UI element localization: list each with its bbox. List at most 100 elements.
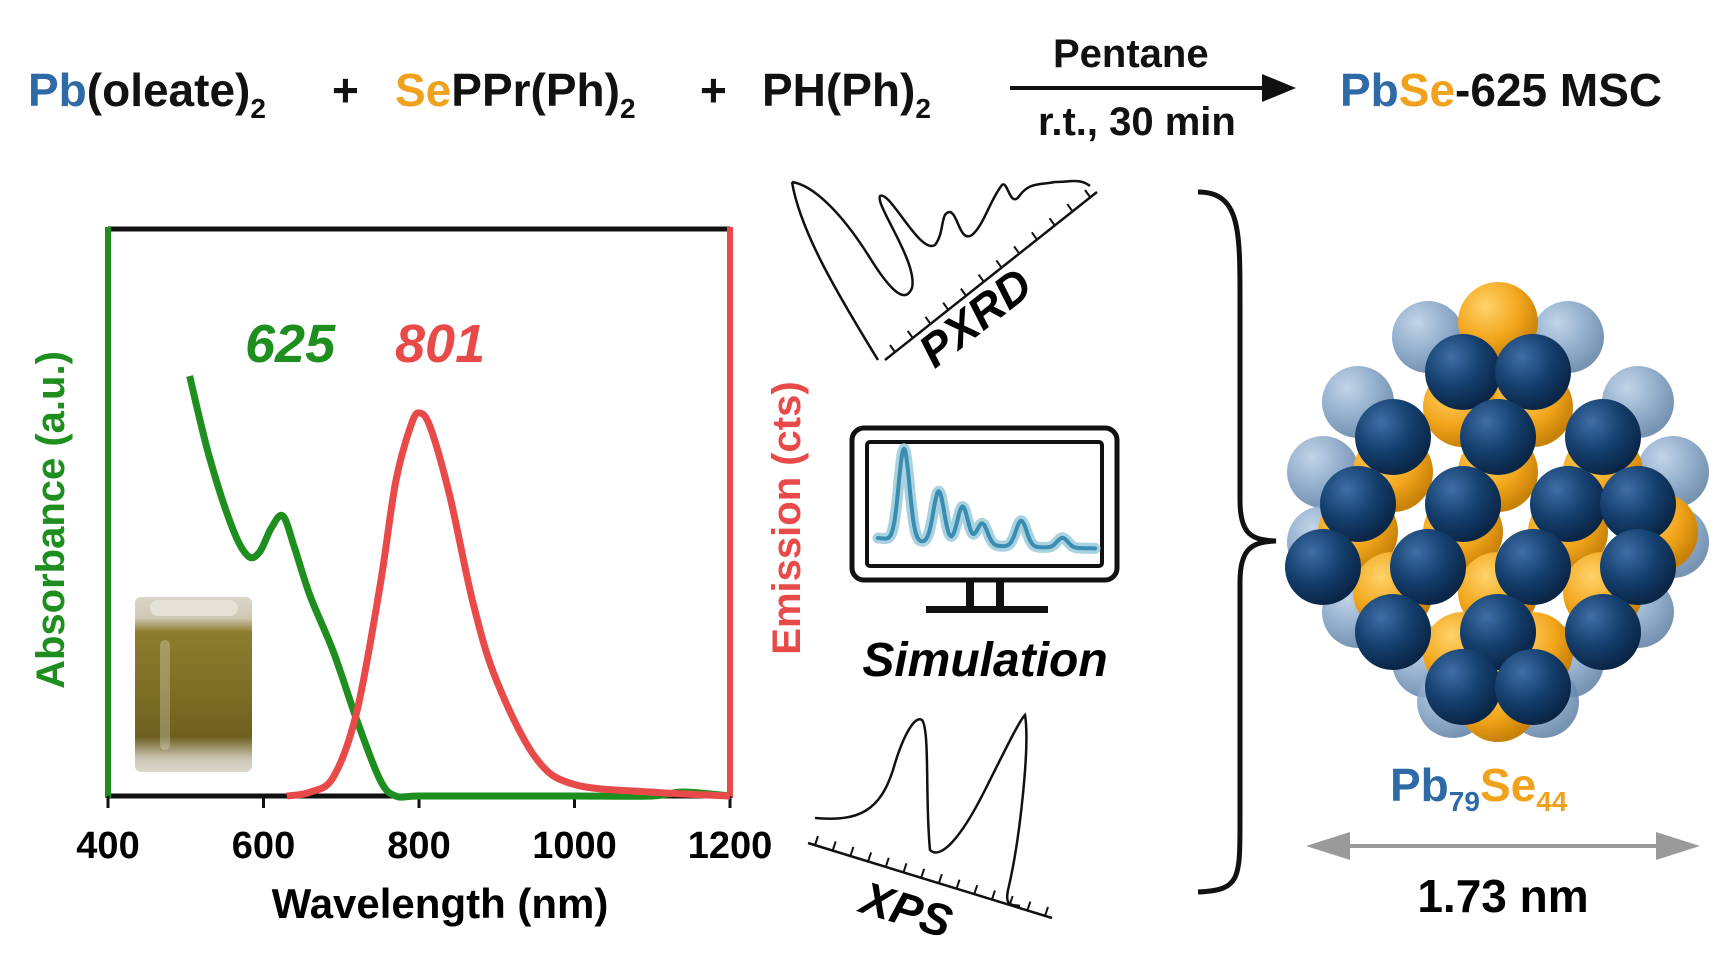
xps-tick — [884, 857, 890, 868]
vial-rim — [150, 600, 238, 616]
formula-pb-count: 79 — [1448, 786, 1480, 817]
monitor-stand — [926, 606, 1048, 613]
pb-atom-front — [1495, 334, 1571, 410]
cluster-size-label: 1.73 nm — [1417, 870, 1588, 922]
reactant-3-subscript: 2 — [915, 93, 931, 124]
xps-tick — [955, 879, 961, 890]
sample-vial-photo — [135, 597, 252, 772]
pb-atom-front — [1460, 399, 1536, 475]
formula-se: Se — [1479, 759, 1537, 811]
formula-pb: Pb — [1390, 759, 1449, 811]
x-tick-label: 800 — [387, 825, 450, 867]
product-element-pb: Pb — [1340, 64, 1399, 116]
pb-atom-front — [1600, 466, 1676, 542]
xps-tick — [920, 868, 926, 879]
reaction-arrow — [1010, 74, 1296, 102]
xps-tick — [814, 835, 819, 846]
right-y-axis-label: Emission (cts) — [765, 381, 809, 654]
x-tick-label: 1200 — [688, 825, 773, 867]
reactant-1-element: Pb — [28, 64, 87, 116]
xps-tick — [1044, 906, 1049, 917]
xps-tick — [937, 873, 943, 884]
xps-tick — [867, 852, 873, 862]
pxrd-axis-ticks — [889, 189, 1091, 353]
condition-solvent: Pentane — [1053, 32, 1209, 76]
xps-axis-ticks — [814, 835, 1049, 917]
x-axis-label: Wavelength (nm) — [272, 880, 609, 927]
pb-atom-front — [1355, 399, 1431, 475]
pxrd-tick — [924, 316, 932, 325]
reactant-3-formula: PH(Ph) — [762, 64, 916, 116]
pb-atom-front — [1320, 466, 1396, 542]
cluster-size-arrow — [1306, 832, 1700, 860]
absorbance-line — [186, 375, 731, 801]
xps-pattern: XPS — [807, 712, 1053, 948]
xps-tick — [831, 841, 837, 851]
simulation-label: Simulation — [862, 634, 1107, 687]
pb-atom-front — [1600, 529, 1676, 605]
pb-atom-front — [1355, 594, 1431, 670]
x-tick-label: 400 — [76, 825, 139, 867]
pbse-cluster-model — [1285, 282, 1709, 742]
pxrd-tick — [906, 330, 914, 339]
vial-highlight — [160, 640, 170, 750]
x-tick-label: 1000 — [532, 825, 617, 867]
pxrd-label: PXRD — [909, 258, 1042, 378]
xps-tick — [1008, 895, 1014, 906]
pb-atom-front — [1425, 466, 1501, 542]
absorbance-peak-label: 625 — [245, 314, 336, 374]
pxrd-tick — [1084, 189, 1091, 198]
reactant-3: PH(Ph)2 — [762, 60, 931, 123]
reactant-1-subscript: 2 — [250, 93, 266, 124]
product: PbSe-625 MSC — [1340, 60, 1662, 120]
emission-peak-label: 801 — [395, 314, 485, 374]
plus-sign-1: + — [332, 64, 359, 116]
pb-atom-front — [1495, 649, 1571, 725]
chart-series — [186, 375, 731, 801]
emission-line — [286, 409, 731, 800]
pb-atom-front — [1565, 399, 1641, 475]
reactant-2-element: Se — [395, 64, 452, 116]
pxrd-pattern: PXRD — [790, 179, 1098, 378]
pb-atom-front — [1390, 529, 1466, 605]
reactant-2-ligand: PPr(Ph) — [451, 64, 620, 116]
xps-tick — [973, 884, 979, 895]
pb-atom-front — [1565, 594, 1641, 670]
xps-tick — [990, 890, 996, 900]
pxrd-tick — [1048, 217, 1056, 226]
pb-atom-front — [1530, 466, 1606, 542]
product-name: -625 MSC — [1455, 64, 1663, 116]
formula-se-count: 44 — [1536, 786, 1568, 817]
grouping-brace — [1197, 189, 1277, 895]
reactant-1-ligand: (oleate) — [86, 64, 251, 116]
pxrd-tick — [977, 273, 985, 283]
product-element-se: Se — [1398, 64, 1456, 116]
pxrd-tick — [889, 344, 896, 353]
pb-atom-front — [1495, 529, 1571, 605]
pxrd-tick — [995, 259, 1003, 269]
cluster-formula: Pb79Se44 — [1390, 758, 1567, 816]
pb-atom-front — [1285, 529, 1361, 605]
reactant-2-subscript: 2 — [619, 93, 636, 124]
pxrd-tick — [942, 302, 949, 311]
pxrd-tick — [1031, 231, 1038, 240]
pb-atom-front — [1460, 594, 1536, 670]
plus-sign-2: + — [700, 64, 727, 116]
pxrd-tick — [1013, 245, 1020, 254]
x-axis-ticks: 400 600 800 1000 1200 — [76, 796, 772, 867]
pb-atom-front — [1425, 334, 1501, 410]
xps-tick — [1026, 901, 1032, 911]
condition-temp-time: r.t., 30 min — [1038, 100, 1236, 144]
x-tick-label: 600 — [232, 825, 295, 867]
reactant-2: SePPr(Ph)2 — [395, 60, 636, 123]
xps-tick — [849, 846, 855, 857]
left-y-axis-label: Absorbance (a.u.) — [29, 351, 73, 689]
pb-atom-front — [1425, 649, 1501, 725]
pxrd-tick — [1066, 203, 1074, 212]
xps-tick — [902, 862, 908, 873]
simulation-monitor: Simulation — [849, 425, 1120, 687]
pxrd-tick — [960, 288, 967, 297]
reaction-equation: Pb(oleate)2 — [28, 60, 266, 123]
simulated-pattern-line — [876, 446, 1097, 551]
